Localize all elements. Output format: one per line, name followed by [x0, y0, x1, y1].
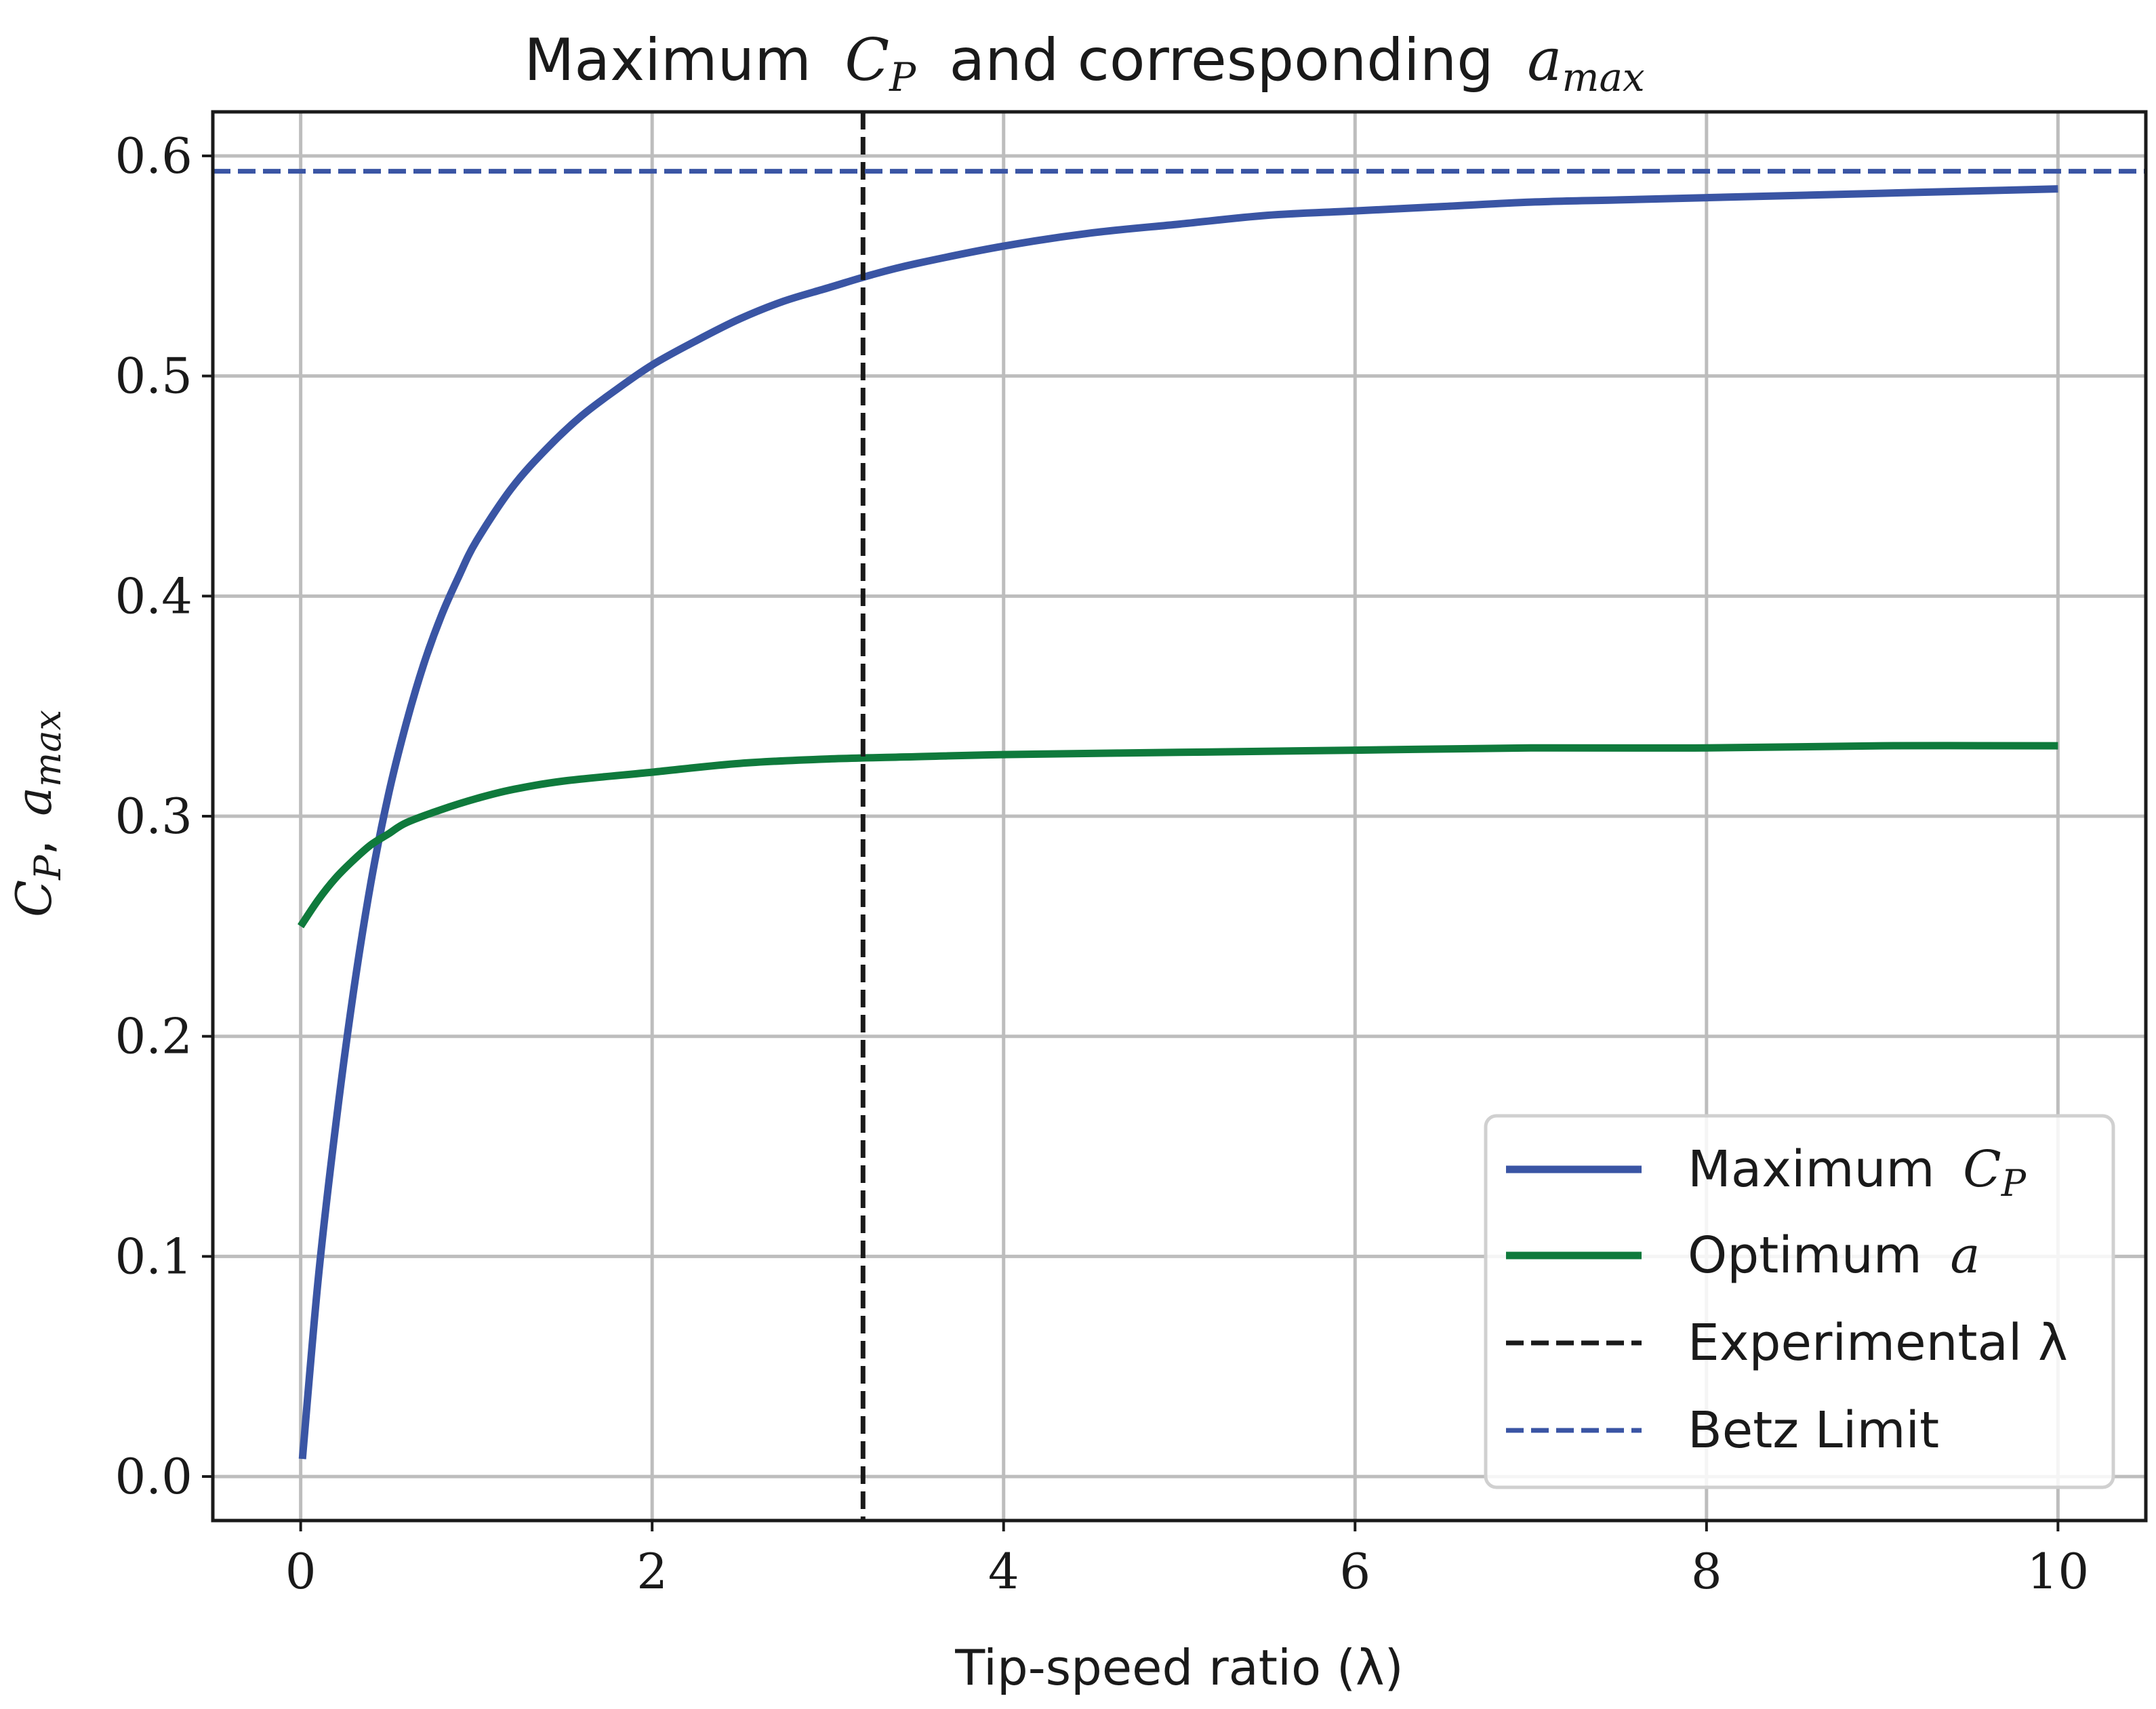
legend-label-experimental: Experimental λ [1688, 1314, 2068, 1372]
x-tick-label: 2 [636, 1543, 668, 1600]
legend-label-max-cp: Maximum CP [1688, 1140, 2027, 1205]
y-tick-label: 0.2 [115, 1008, 192, 1065]
series-line-max-cp [298, 185, 2058, 1460]
y-tick-label: 0.6 [115, 127, 192, 184]
x-tick-label: 4 [988, 1543, 1019, 1600]
x-tick-label: 8 [1691, 1543, 1722, 1600]
ticks: 0 2 4 6 8 10 0.0 0.1 0.2 0.3 0.4 0.5 0.6 [115, 127, 2089, 1600]
y-tick-label: 0.3 [115, 788, 192, 845]
legend-label-optimum-a: Optimum a [1688, 1226, 1980, 1285]
y-tick-label: 0.4 [115, 567, 192, 624]
series-line-optimum-a [298, 742, 2058, 929]
y-tick-label: 0.0 [115, 1448, 192, 1505]
grid [213, 112, 2146, 1521]
y-tick-label: 0.5 [115, 348, 192, 405]
legend-box [1484, 1114, 2115, 1489]
legend-label-betz: Betz Limit [1688, 1401, 1939, 1460]
y-tick-label: 0.1 [115, 1228, 192, 1285]
plot-area [213, 112, 2146, 1521]
legend: Maximum CP Optimum a Experimental λ Betz… [1484, 1114, 2115, 1489]
x-tick-label: 0 [285, 1543, 317, 1600]
x-tick-label: 10 [2027, 1543, 2090, 1600]
x-tick-label: 6 [1339, 1543, 1370, 1600]
y-axis-label: CP, amax [5, 710, 69, 917]
x-axis-label: Tip-speed ratio (λ) [954, 1639, 1404, 1696]
chart-title: Maximum CP and corresponding amax [524, 26, 1645, 105]
